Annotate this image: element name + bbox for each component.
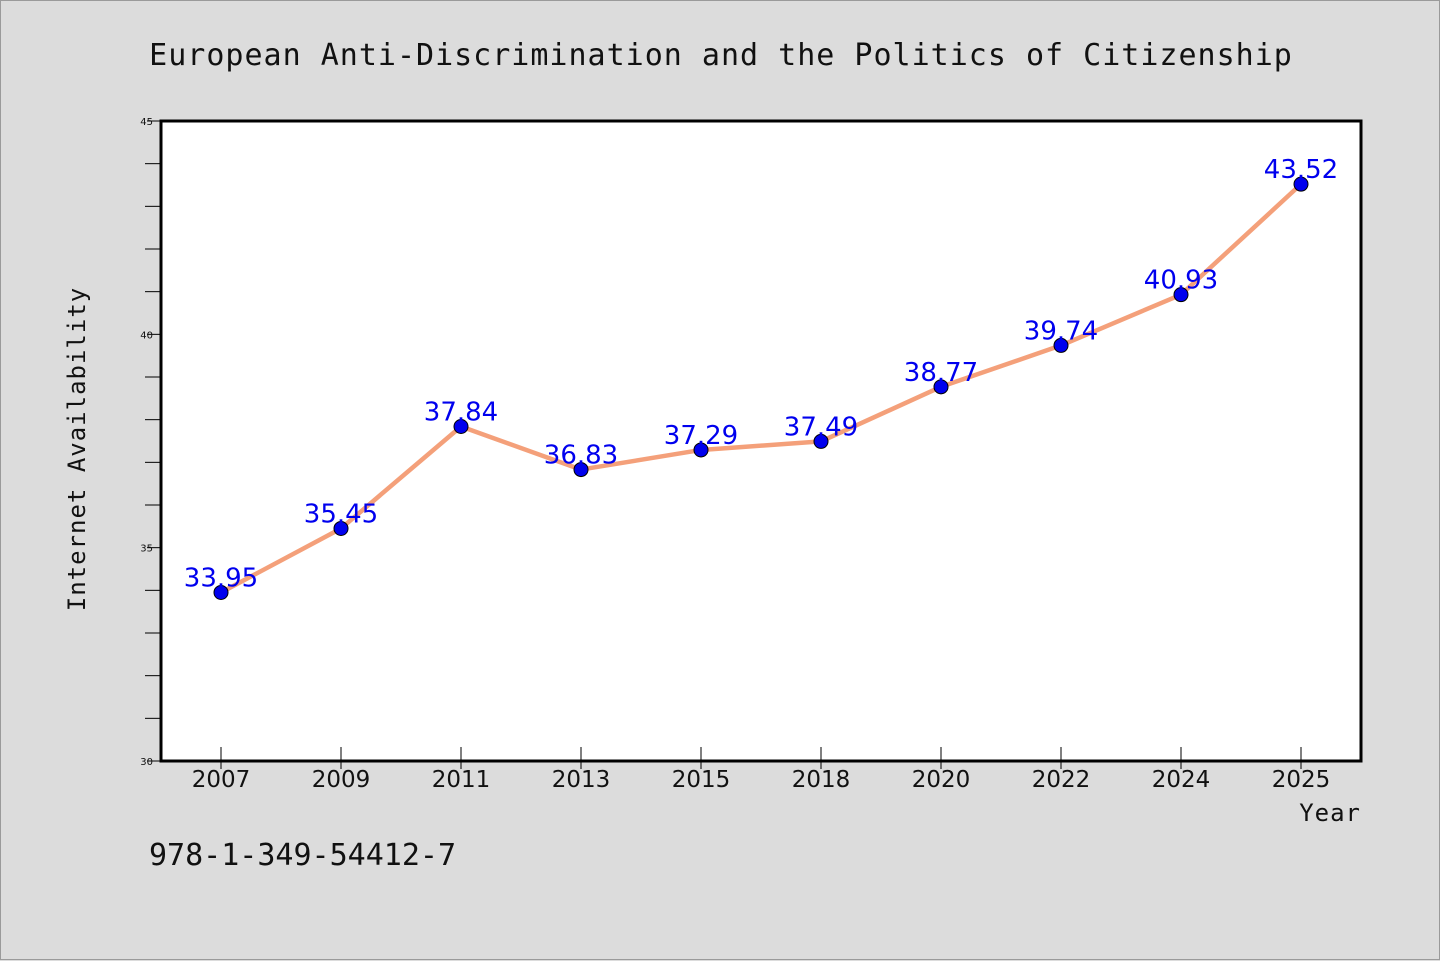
plot-area (161, 121, 1361, 761)
data-point (453, 418, 469, 434)
data-label: 33.95 (184, 563, 258, 593)
y-tick-label: 30 (140, 757, 153, 768)
x-tick-label: 2009 (312, 767, 371, 793)
data-point (333, 520, 349, 536)
data-label: 38.77 (904, 358, 978, 388)
x-axis-ticks: 2007 2009 2011 2013 2015 2018 2020 2022 2024 2025 (192, 747, 1331, 793)
x-tick-label: 2018 (792, 767, 851, 793)
series-line (218, 181, 1304, 595)
chart-title: European Anti-Discrimination and the Pol… (149, 38, 1293, 73)
data-label: 39.74 (1024, 316, 1098, 346)
data-point (693, 442, 709, 458)
data-label: 37.49 (784, 412, 858, 442)
x-tick-label: 2007 (192, 767, 251, 793)
data-markers (213, 176, 1309, 600)
y-tick-label: 40 (140, 330, 153, 341)
data-label: 40.93 (1144, 266, 1218, 296)
data-point (813, 433, 829, 449)
data-point (573, 462, 589, 478)
y-tick-label: 35 (140, 544, 153, 555)
data-label: 35.45 (304, 499, 378, 529)
data-point (1053, 337, 1069, 353)
x-tick-label: 2022 (1032, 767, 1091, 793)
plot-border (159, 119, 1363, 763)
data-label: 43.52 (1264, 155, 1338, 185)
x-tick-label: 2020 (912, 767, 971, 793)
data-point (1293, 176, 1309, 192)
data-point (213, 584, 229, 600)
x-tick-label: 2015 (672, 767, 731, 793)
x-tick-label: 2011 (432, 767, 491, 793)
x-tick-label: 2013 (552, 767, 611, 793)
data-point (1173, 287, 1189, 303)
x-axis-label: Year (1299, 799, 1361, 827)
x-tick-label: 2025 (1272, 767, 1331, 793)
y-axis-ticks: 30 35 40 45 (140, 117, 161, 768)
isbn-text: 978-1-349-54412-7 (149, 838, 456, 873)
y-axis-label: Internet Availability (63, 287, 91, 611)
y-tick-label: 45 (140, 117, 153, 128)
data-label: 37.84 (424, 397, 498, 427)
data-label: 37.29 (664, 421, 738, 451)
data-labels: 33.95 35.45 37.84 36.83 37.29 37.49 38.77 39.74… (184, 155, 1338, 593)
data-point (933, 379, 949, 395)
x-tick-label: 2024 (1152, 767, 1211, 793)
data-label: 36.83 (544, 441, 618, 471)
